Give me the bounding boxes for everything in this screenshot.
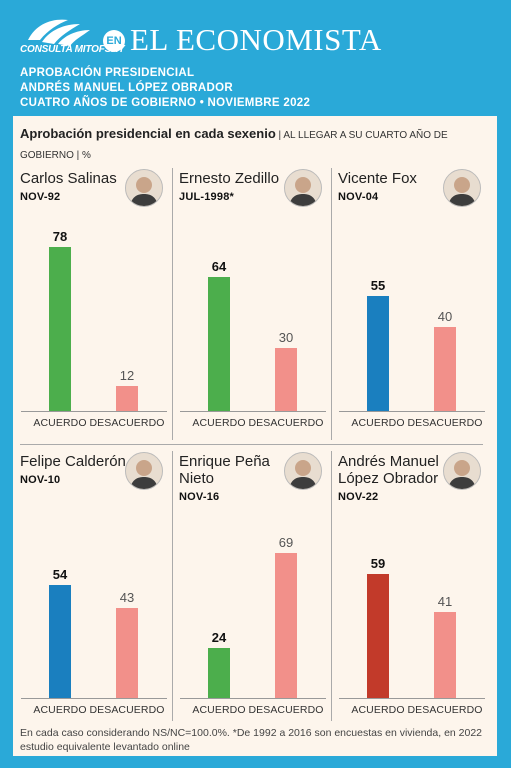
value-label-acuerdo: 59 bbox=[370, 556, 386, 572]
bar-acuerdo bbox=[208, 647, 230, 698]
president-name: Andrés Manuel López Obrador bbox=[338, 453, 439, 487]
bar-desacuerdo bbox=[434, 611, 456, 698]
president-name: Felipe Calderón bbox=[20, 453, 126, 470]
bar-desacuerdo bbox=[275, 348, 297, 411]
header: CONSULTA MITOFSKY EN EL ECONOMISTA APROB… bbox=[0, 0, 511, 115]
president-chart: Enrique Peña Nieto NOV-16 24 ACUERDO 69 DESAC… bbox=[172, 451, 332, 736]
bar-desacuerdo bbox=[434, 327, 456, 411]
x-axis-line bbox=[339, 698, 485, 699]
value-label-acuerdo: 55 bbox=[370, 277, 386, 293]
tick-label-desacuerdo: DESACUERDO bbox=[407, 417, 483, 429]
value-label-acuerdo: 24 bbox=[211, 629, 227, 645]
bar-acuerdo bbox=[49, 247, 71, 411]
content-panel: Aprobación presidencial en cada sexenio … bbox=[13, 116, 497, 756]
value-label-desacuerdo: 41 bbox=[437, 593, 453, 609]
president-name: Vicente Fox bbox=[338, 170, 417, 187]
value-label-desacuerdo: 30 bbox=[278, 330, 294, 345]
tick-label-acuerdo: ACUERDO bbox=[33, 417, 87, 429]
value-label-acuerdo: 78 bbox=[52, 229, 68, 245]
tick-label-desacuerdo: DESACUERDO bbox=[407, 704, 483, 716]
title-subtitle: | AL LLEGAR A SU CUARTO AÑO DE GOBIERNO … bbox=[20, 130, 448, 161]
survey-date: NOV-10 bbox=[20, 474, 61, 486]
president-chart: Vicente Fox NOV-04 55 ACUERDO 40 DESACUERDO bbox=[331, 168, 491, 453]
survey-date: JUL-1998* bbox=[179, 191, 234, 203]
president-chart: Ernesto Zedillo JUL-1998* 64 ACUERDO 30 DESAC… bbox=[172, 168, 332, 453]
tick-label-desacuerdo: DESACUERDO bbox=[89, 704, 165, 716]
mitofsky-logo-icon bbox=[28, 19, 90, 46]
bar-acuerdo bbox=[367, 574, 389, 698]
value-label-desacuerdo: 12 bbox=[119, 367, 135, 383]
tick-label-acuerdo: ACUERDO bbox=[192, 417, 246, 429]
x-axis-line bbox=[21, 411, 167, 412]
x-axis-line bbox=[180, 411, 326, 412]
president-portrait-icon bbox=[284, 169, 322, 207]
tick-label-desacuerdo: DESACUERDO bbox=[89, 417, 165, 429]
survey-date: NOV-92 bbox=[20, 191, 61, 203]
divider-vertical bbox=[331, 451, 332, 721]
value-label-desacuerdo: 43 bbox=[119, 589, 135, 605]
value-label-acuerdo: 64 bbox=[211, 258, 227, 274]
tick-label-desacuerdo: DESACUERDO bbox=[248, 704, 324, 716]
tick-label-acuerdo: ACUERDO bbox=[351, 417, 405, 429]
header-line-1: APROBACIÓN PRESIDENCIAL bbox=[20, 67, 195, 79]
president-portrait-icon bbox=[443, 452, 481, 490]
president-name: Carlos Salinas bbox=[20, 170, 117, 187]
bar-acuerdo bbox=[208, 276, 230, 411]
bar-desacuerdo bbox=[116, 607, 138, 698]
bar-desacuerdo bbox=[275, 553, 297, 698]
brand-title: EL ECONOMISTA bbox=[130, 22, 382, 57]
president-portrait-icon bbox=[125, 169, 163, 207]
tick-label-acuerdo: ACUERDO bbox=[192, 704, 246, 716]
title-bold: Aprobación presidencial en cada sexenio bbox=[20, 126, 276, 141]
president-portrait-icon bbox=[125, 452, 163, 490]
bar-acuerdo bbox=[367, 295, 389, 411]
survey-date: NOV-16 bbox=[179, 491, 220, 503]
president-portrait-icon bbox=[443, 169, 481, 207]
en-badge: EN bbox=[103, 30, 125, 52]
chart-title: Aprobación presidencial en cada sexenio … bbox=[20, 125, 490, 165]
tick-label-desacuerdo: DESACUERDO bbox=[248, 417, 324, 429]
footnote: En cada caso considerando NS/NC=100.0%. … bbox=[20, 727, 483, 753]
president-chart: Carlos Salinas NOV-92 78 ACUERDO 12 DESACUERD… bbox=[13, 168, 173, 453]
president-chart: Andrés Manuel López Obrador NOV-22 59 ACUER… bbox=[331, 451, 491, 736]
survey-date: NOV-04 bbox=[338, 191, 379, 203]
president-name: Enrique Peña Nieto bbox=[179, 453, 270, 487]
bar-acuerdo bbox=[49, 584, 71, 698]
bar-desacuerdo bbox=[116, 385, 138, 411]
president-name: Ernesto Zedillo bbox=[179, 170, 280, 187]
value-label-acuerdo: 54 bbox=[52, 566, 68, 582]
president-portrait-icon bbox=[284, 452, 322, 490]
value-label-desacuerdo: 40 bbox=[437, 309, 453, 324]
header-line-2: ANDRÉS MANUEL LÓPEZ OBRADOR bbox=[20, 82, 233, 94]
divider-horizontal bbox=[20, 444, 483, 445]
x-axis-line bbox=[339, 411, 485, 412]
president-chart: Felipe Calderón NOV-10 54 ACUERDO 43 DESACUER… bbox=[13, 451, 173, 736]
value-label-desacuerdo: 69 bbox=[278, 535, 294, 551]
header-line-3: CUATRO AÑOS DE GOBIERNO • NOVIEMBRE 2022 bbox=[20, 97, 311, 109]
divider-vertical bbox=[172, 168, 173, 440]
logo-text: CONSULTA MITOFSKY bbox=[20, 44, 125, 55]
tick-label-acuerdo: ACUERDO bbox=[33, 704, 87, 716]
divider-vertical bbox=[172, 451, 173, 721]
x-axis-line bbox=[180, 698, 326, 699]
tick-label-acuerdo: ACUERDO bbox=[351, 704, 405, 716]
survey-date: NOV-22 bbox=[338, 491, 379, 503]
x-axis-line bbox=[21, 698, 167, 699]
divider-vertical bbox=[331, 168, 332, 440]
